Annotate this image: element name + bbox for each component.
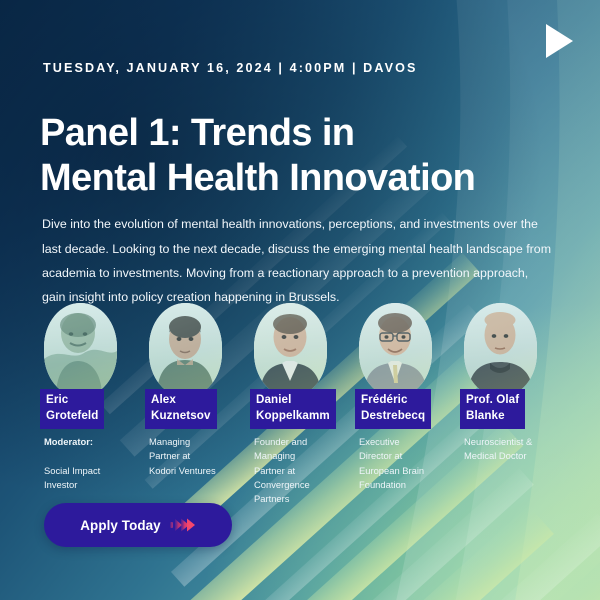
speaker-name-badge: Frédéric Destrebecq [355,389,432,429]
page-title-line-1: Panel 1: Trends in [40,112,355,155]
event-date-line: TUESDAY, JANUARY 16, 2024 | 4:00PM | DAV… [43,61,418,75]
avatar-color-overlay [464,303,537,397]
page-title-line-2: Mental Health Innovation [40,157,476,200]
avatar-alex-kuznetsov [149,303,222,397]
apply-today-label: Apply Today [80,517,161,533]
page-title: Panel 1: Trends in Mental Health Innovat… [40,111,580,201]
speaker-name-badge: Alex Kuznetsov [145,389,217,429]
avatar-color-overlay [44,303,117,397]
avatar-prof-olaf-blanke [464,303,537,397]
speaker-role-text: Founder and Managing Partner at Converge… [254,435,310,505]
avatar-color-overlay [254,303,327,397]
event-description: Dive into the evolution of mental health… [42,217,552,304]
speaker-card: Prof. Olaf Blanke Neuroscientist & Medic… [460,303,537,506]
speaker-card: Daniel Koppelkamm Founder and Managing P… [250,303,336,506]
speaker-role: Moderator: Social Impact Investor [44,435,117,492]
speaker-role: Founder and Managing Partner at Converge… [254,435,327,506]
avatar-frederic-destrebecq [359,303,432,397]
speaker-role: Neuroscientist & Medical Doctor [464,435,537,464]
speaker-name-badge: Eric Grotefeld [40,389,105,429]
speaker-name-badge: Daniel Koppelkamm [250,389,336,429]
fast-forward-arrow-icon [169,518,196,532]
speaker-role-text: Neuroscientist & Medical Doctor [464,435,533,462]
speaker-card: Frédéric Destrebecq Executive Director a… [355,303,432,506]
apply-today-button[interactable]: Apply Today [44,503,232,547]
speaker-card: Eric Grotefeld Moderator: Social Impact … [40,303,117,506]
speaker-role-text: Social Impact Investor [44,464,101,490]
speaker-card: Alex Kuznetsov Managing Partner at Kodor… [145,303,222,506]
speaker-role: Executive Director at European Brain Fou… [359,435,432,492]
avatar-color-overlay [359,303,432,397]
avatar-daniel-koppelkamm [254,303,327,397]
speaker-role-text: Managing Partner at Kodori Ventures [149,435,216,476]
avatar-eric-grotefeld [44,303,117,397]
speaker-role-prefix: Moderator: [44,435,93,447]
avatar-color-overlay [149,303,222,397]
play-triangle-icon [546,24,573,58]
speaker-role: Managing Partner at Kodori Ventures [149,435,222,478]
speaker-list: Eric Grotefeld Moderator: Social Impact … [40,303,564,506]
speaker-role-text: Executive Director at European Brain Fou… [359,435,425,490]
speaker-name-badge: Prof. Olaf Blanke [460,389,526,429]
